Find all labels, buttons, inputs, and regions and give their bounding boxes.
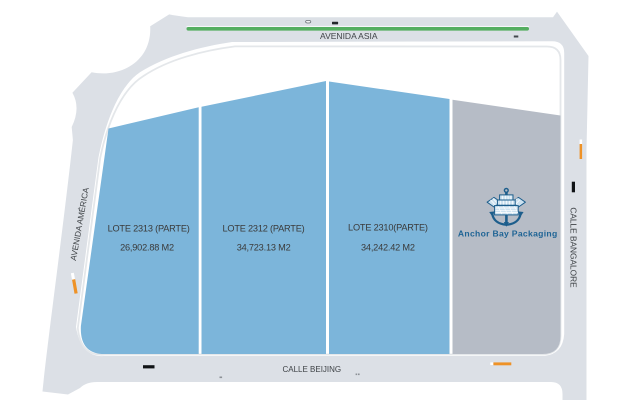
svg-text:34,723.13 M2: 34,723.13 M2 xyxy=(237,243,291,253)
svg-text:LOTE 2312 (PARTE): LOTE 2312 (PARTE) xyxy=(222,223,304,233)
svg-text:CALLE BEIJING: CALLE BEIJING xyxy=(282,365,341,374)
svg-text:26,902.88 M2: 26,902.88 M2 xyxy=(120,243,174,253)
svg-text:AVENIDA ASIA: AVENIDA ASIA xyxy=(320,31,378,41)
svg-text:LOTE 2313 (PARTE): LOTE 2313 (PARTE) xyxy=(108,223,190,233)
svg-text:CALLE BANGALORE: CALLE BANGALORE xyxy=(569,207,579,288)
svg-text:LOTE 2310(PARTE): LOTE 2310(PARTE) xyxy=(348,223,428,233)
svg-text:34,242.42 M2: 34,242.42 M2 xyxy=(361,243,415,253)
svg-text:Anchor Bay Packaging: Anchor Bay Packaging xyxy=(458,228,558,238)
